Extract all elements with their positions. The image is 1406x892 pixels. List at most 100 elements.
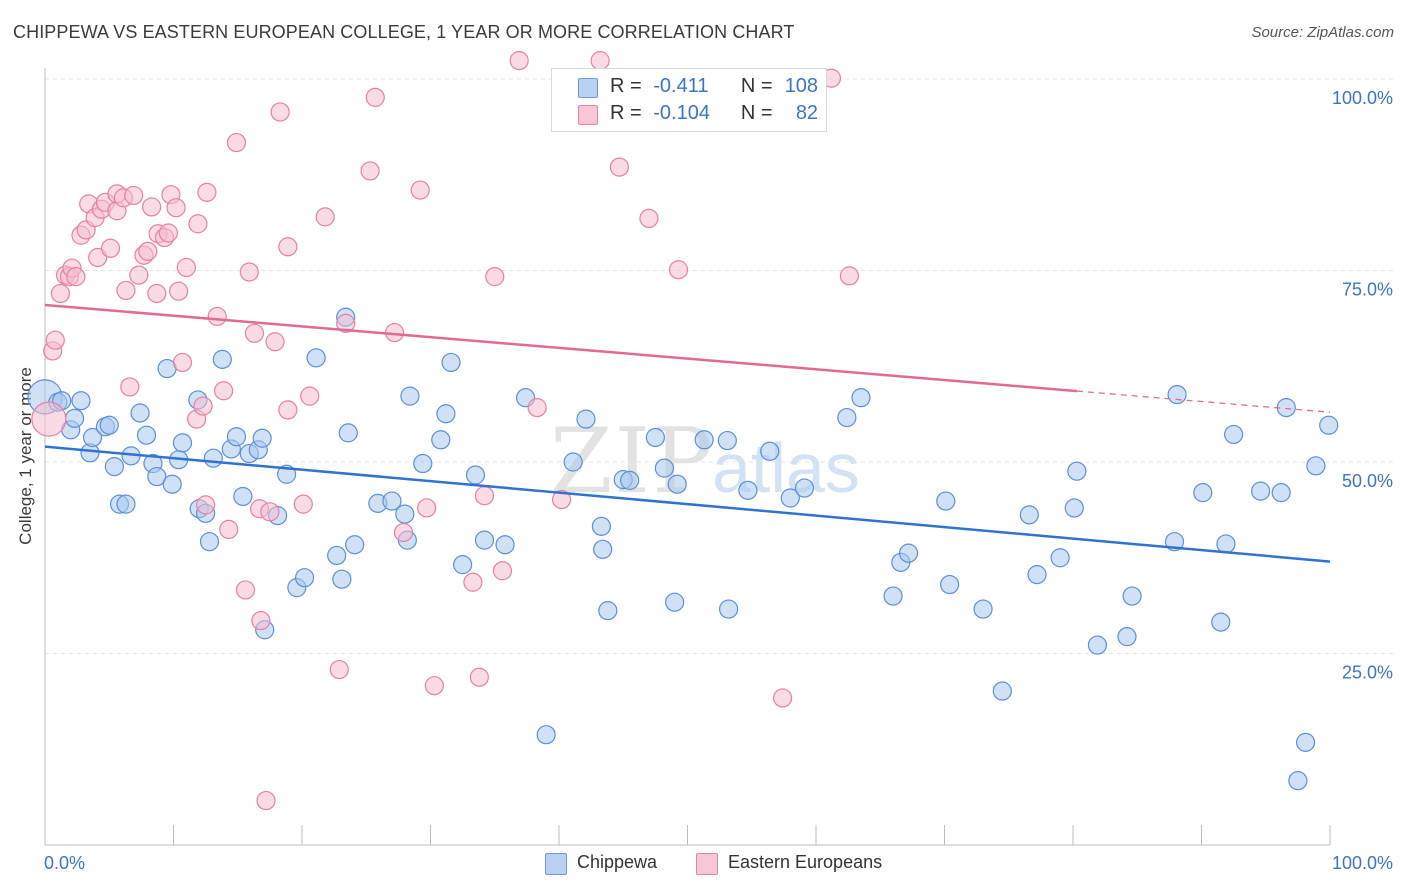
legend-r-value: -0.104: [653, 102, 710, 124]
eastern-europeans-point: [590, 51, 610, 71]
chippewa-point: [1064, 498, 1084, 518]
eastern-europeans-point: [193, 396, 213, 416]
chippewa-point: [400, 386, 420, 406]
eastern-europeans-point: [270, 102, 290, 122]
chippewa-point: [104, 456, 124, 477]
chippewa-point: [851, 388, 871, 408]
chippewa-point: [1122, 586, 1142, 606]
eastern-europeans-point: [244, 323, 265, 343]
chippewa-point: [1019, 505, 1039, 525]
chippewa-point: [1211, 612, 1231, 632]
chippewa-point: [226, 427, 247, 447]
legend-swatch-pink: [578, 105, 598, 125]
chippewa-point: [1067, 461, 1087, 481]
chippewa-point: [717, 430, 737, 451]
eastern-europeans-point: [142, 197, 162, 217]
chart-title: CHIPPEWA VS EASTERN EUROPEAN COLLEGE, 1 …: [13, 22, 795, 42]
chippewa-point: [212, 349, 232, 369]
eastern-europeans-point: [424, 676, 444, 696]
eastern-europeans-point: [45, 330, 65, 350]
chippewa-point: [1251, 481, 1271, 501]
chippewa-point: [694, 430, 714, 450]
chippewa-point: [431, 430, 451, 450]
eastern-europeans-point: [393, 522, 414, 543]
chippewa-point: [645, 427, 665, 448]
chippewa-point: [883, 586, 903, 606]
eastern-europeans-point: [839, 266, 860, 286]
eastern-europeans-point: [196, 495, 216, 515]
eastern-europeans-point: [469, 667, 489, 687]
chippewa-point: [130, 403, 150, 423]
watermark: ZIP atlas: [550, 409, 860, 514]
eastern-europeans-point: [365, 87, 385, 107]
chippewa-point: [1319, 415, 1339, 435]
chippewa-point: [576, 409, 596, 429]
chippewa-point: [453, 555, 473, 575]
chippewa-point: [199, 532, 220, 552]
chippewa-point: [719, 599, 739, 619]
eastern-europeans-point: [235, 580, 256, 600]
chippewa-point: [1087, 635, 1108, 655]
bottom-legend-swatch-blue: [545, 853, 567, 875]
chippewa-point: [898, 543, 919, 563]
trend-line-dashed: [1076, 390, 1331, 413]
chippewa-point: [395, 504, 415, 524]
chippewa-point: [136, 425, 157, 445]
chippewa-point: [436, 404, 456, 424]
chippewa-point: [474, 530, 495, 550]
chippewa-point: [1027, 565, 1047, 585]
eastern-europeans-point: [260, 502, 280, 522]
chippewa-point: [252, 428, 272, 448]
eastern-europeans-point: [120, 377, 140, 397]
chippewa-point: [591, 516, 612, 536]
eastern-europeans-point: [527, 398, 547, 418]
eastern-europeans-point: [300, 386, 320, 406]
chippewa-point: [760, 441, 780, 461]
trend-lines: [44, 303, 1331, 563]
eastern-europeans-point: [100, 238, 121, 258]
correlation-legend: R = -0.411 N = 108 R = -0.104 N = 82: [551, 68, 827, 132]
chippewa-point: [738, 480, 758, 500]
y-tick-label: 100.0%: [1332, 88, 1393, 108]
axes: [44, 68, 1331, 846]
chippewa-point: [306, 348, 326, 368]
chippewa-point: [64, 408, 85, 428]
chippewa-point: [1271, 483, 1291, 503]
eastern-europeans-point: [124, 185, 144, 206]
legend-r-label: R =: [610, 75, 642, 97]
chippewa-point: [147, 466, 167, 487]
legend-r-label: R =: [610, 102, 642, 124]
eastern-europeans-point: [188, 214, 208, 234]
chippewa-point: [345, 535, 365, 555]
trend-line-solid: [44, 303, 1077, 393]
chippewa-point: [233, 486, 253, 507]
eastern-europeans-point: [138, 241, 158, 261]
eastern-europeans-point: [639, 208, 659, 229]
eastern-europeans-point: [207, 306, 227, 327]
source-label: Source: ZipAtlas.com: [1251, 24, 1394, 41]
eastern-europeans-point: [668, 260, 689, 280]
eastern-europeans-point: [66, 267, 86, 287]
eastern-europeans-point: [169, 281, 189, 301]
chippewa-point: [327, 545, 347, 566]
eastern-europeans-point: [417, 498, 437, 518]
chippewa-point: [1224, 424, 1244, 445]
eastern-europeans-point: [172, 352, 193, 373]
chippewa-point: [665, 592, 685, 612]
chippewa-point: [1050, 548, 1070, 568]
eastern-europeans-point: [293, 494, 313, 514]
chippewa-point: [794, 478, 815, 498]
eastern-europeans-point: [158, 223, 178, 243]
legend-n-label: N =: [740, 75, 773, 97]
bottom-legend-swatch-pink: [696, 853, 718, 875]
x-tick-label: 0.0%: [44, 853, 85, 873]
chippewa-point: [563, 452, 583, 472]
chippewa-point: [536, 725, 556, 745]
eastern-europeans-point: [609, 157, 629, 177]
eastern-europeans-point: [214, 381, 234, 401]
chippewa-point: [1167, 384, 1187, 405]
chippewa-point: [1306, 456, 1326, 476]
eastern-europeans-point: [492, 561, 513, 581]
y-tick-label: 75.0%: [1342, 280, 1393, 300]
eastern-europeans-point: [315, 207, 335, 227]
